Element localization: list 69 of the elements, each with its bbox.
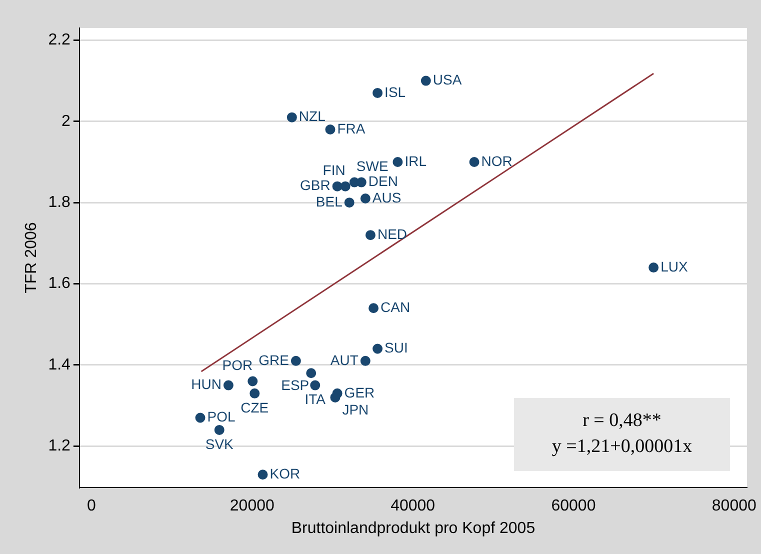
point bbox=[250, 388, 260, 398]
equation-box: r = 0,48** y =1,21+0,00001x bbox=[514, 398, 730, 471]
y-tick-label: 1.4 bbox=[48, 356, 71, 374]
point bbox=[392, 156, 403, 167]
annotation: GBR bbox=[300, 177, 330, 194]
point bbox=[258, 470, 268, 480]
x-axis-title: Bruttoinlandprodukt pro Kopf 2005 bbox=[291, 520, 536, 537]
annotation: y =1,21+0,00001x bbox=[550, 434, 694, 459]
point bbox=[248, 376, 258, 386]
y-tick-label: 2.2 bbox=[48, 32, 71, 49]
annotation: AUT bbox=[330, 352, 359, 368]
point bbox=[368, 303, 379, 314]
annotation: NOR bbox=[481, 152, 512, 169]
point bbox=[344, 198, 354, 208]
annotation: ISL bbox=[384, 84, 406, 100]
annotation: SVK bbox=[205, 436, 234, 452]
point bbox=[365, 230, 376, 240]
annotation: JPN bbox=[342, 401, 369, 418]
annotation: r = 0,48** bbox=[582, 408, 662, 433]
x-tick-label: 80000 bbox=[712, 498, 756, 515]
annotation: USA bbox=[432, 72, 462, 88]
point bbox=[290, 356, 301, 366]
point bbox=[372, 344, 383, 354]
y-tick-label: 1.2 bbox=[48, 438, 71, 455]
y-tick-label: 1.6 bbox=[48, 275, 71, 292]
annotation: FRA bbox=[337, 120, 366, 136]
annotation: POL bbox=[207, 408, 236, 425]
annotation: KOR bbox=[270, 465, 300, 482]
y-tick-label: 1.8 bbox=[48, 194, 71, 211]
y-axis-title: TFR 2006 bbox=[23, 222, 40, 294]
x-tick-label: 40000 bbox=[390, 498, 436, 515]
annotation: ESP bbox=[281, 376, 310, 393]
point bbox=[356, 177, 366, 188]
annotation: NZL bbox=[298, 108, 326, 124]
point bbox=[286, 112, 297, 122]
annotation: BEL bbox=[316, 193, 343, 210]
annotation: FIN bbox=[322, 162, 346, 178]
point bbox=[223, 380, 234, 390]
point bbox=[469, 156, 480, 167]
annotation: GER bbox=[344, 384, 375, 400]
point bbox=[195, 412, 206, 423]
annotation: IRL bbox=[404, 152, 427, 169]
point bbox=[330, 392, 340, 402]
annotation: POR bbox=[222, 357, 253, 374]
annotation: LUX bbox=[660, 258, 688, 274]
annotation: SWE bbox=[356, 158, 388, 174]
annotation: SUI bbox=[384, 340, 408, 356]
x-tick-label: 0 bbox=[87, 498, 96, 515]
annotation: CAN bbox=[380, 299, 410, 316]
annotation: GRE bbox=[258, 352, 289, 368]
point bbox=[214, 424, 224, 435]
annotation: AUS bbox=[372, 189, 402, 206]
point bbox=[306, 368, 316, 378]
x-tick-label: 60000 bbox=[551, 498, 596, 515]
point bbox=[372, 88, 383, 98]
point bbox=[340, 181, 350, 192]
point bbox=[360, 356, 370, 366]
point bbox=[420, 76, 431, 86]
annotation: NED bbox=[377, 226, 408, 242]
annotation: HUN bbox=[191, 376, 222, 392]
annotation: DEN bbox=[368, 173, 398, 190]
annotation: ITA bbox=[304, 391, 326, 408]
point bbox=[310, 380, 320, 390]
annotation: CZE bbox=[240, 399, 269, 416]
x-tick-label: 20000 bbox=[230, 498, 274, 515]
point bbox=[648, 262, 659, 273]
y-tick-label: 2 bbox=[62, 112, 71, 130]
point bbox=[360, 194, 370, 204]
point bbox=[325, 124, 336, 134]
